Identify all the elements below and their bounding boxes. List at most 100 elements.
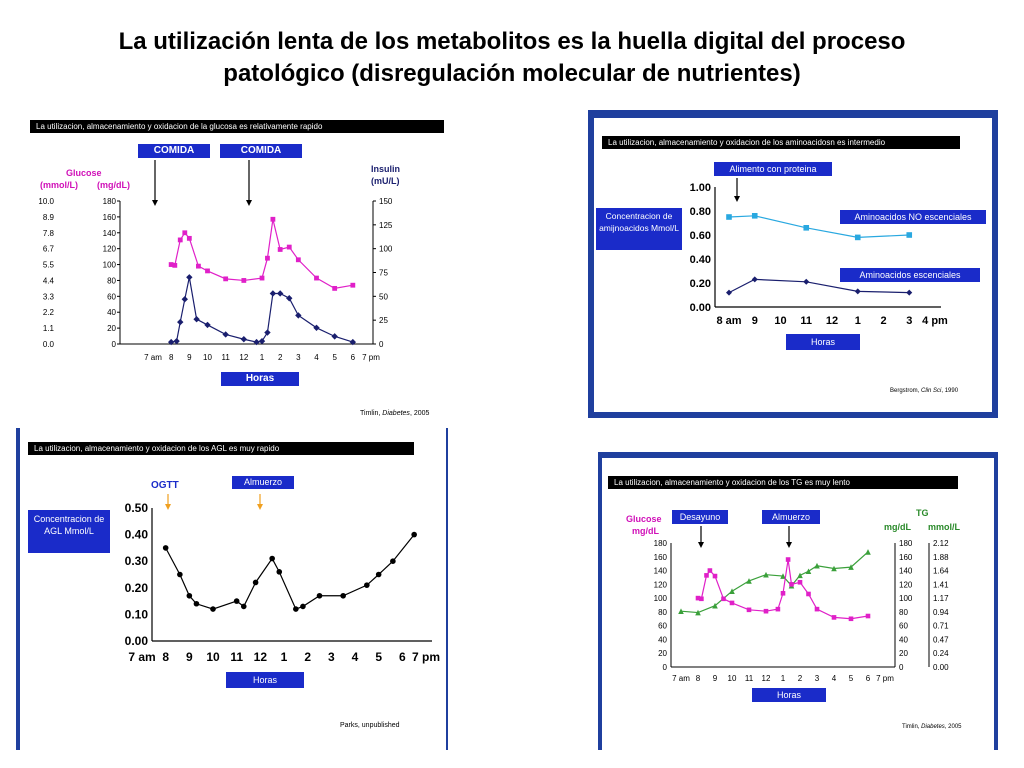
insulin-tick-label: 50 bbox=[379, 292, 388, 301]
tg-series-point bbox=[805, 568, 812, 575]
tg-mgdl-tick-label: 60 bbox=[899, 622, 908, 631]
tg-mgdl-unit: mg/dL bbox=[884, 522, 911, 532]
x-tick-label: 6 bbox=[399, 650, 406, 664]
agl-series-point bbox=[210, 606, 216, 612]
agl-series-point bbox=[293, 606, 299, 612]
glucose-series-point bbox=[721, 596, 726, 602]
mgdl-tick-label: 140 bbox=[103, 229, 117, 238]
glucose-series-point bbox=[182, 230, 188, 236]
insulin-tick-label: 150 bbox=[379, 197, 393, 206]
y-tick-label: 0.10 bbox=[125, 607, 149, 621]
x-tick-label: 11 bbox=[800, 315, 812, 327]
glucose-tick-label: 20 bbox=[658, 649, 667, 658]
x-tick-label: 3 bbox=[815, 674, 820, 683]
glucose-tick-label: 80 bbox=[658, 608, 667, 617]
tg-mgdl-tick-label: 180 bbox=[899, 539, 913, 548]
glucose-series-point bbox=[177, 237, 183, 243]
x-tick-label: 1 bbox=[781, 674, 786, 683]
mmol-tick-label: 10.0 bbox=[38, 197, 54, 206]
tg-mgdl-tick-label: 40 bbox=[899, 635, 908, 644]
agl-series-point bbox=[177, 571, 183, 578]
essential-series-point bbox=[854, 288, 861, 295]
tg-axis-label: TG bbox=[916, 508, 929, 518]
glucose-series-point bbox=[712, 573, 718, 579]
tg-mmol-tick-label: 0.47 bbox=[933, 635, 949, 644]
agl-series-point bbox=[390, 558, 396, 564]
y-tick-label: 1.00 bbox=[690, 182, 711, 194]
citation: Timlin, Diabetes, 2005 bbox=[902, 724, 962, 730]
tg-mmol-tick-label: 0.71 bbox=[933, 622, 949, 631]
insulin-series-point bbox=[222, 331, 229, 338]
insulin-series-point bbox=[253, 338, 260, 346]
tg-series-point bbox=[831, 565, 837, 572]
mmol-tick-label: 4.4 bbox=[43, 276, 55, 285]
glucose-series-point bbox=[775, 606, 781, 612]
ogtt-arrow-head bbox=[165, 504, 171, 510]
glucose-series-line bbox=[697, 559, 869, 620]
tg-series-point bbox=[780, 573, 786, 579]
glucose-tick-label: 100 bbox=[654, 594, 668, 603]
insulin-series-point bbox=[181, 295, 188, 303]
x-tick-label: 2 bbox=[278, 353, 283, 362]
glucose-series-point bbox=[186, 235, 192, 241]
aminoacids-chart: 1.000.800.600.400.200.008 am 9 10 11 12 1 2 3 4 … bbox=[690, 178, 948, 327]
glucose-series-point bbox=[763, 608, 769, 614]
glucose-tg-chart: 1801601401201008060402001801601401201008… bbox=[654, 526, 949, 683]
tg-mgdl-tick-label: 140 bbox=[899, 567, 913, 576]
horas-label: Horas bbox=[226, 672, 304, 688]
x-tick-label: 10 bbox=[206, 650, 220, 664]
tg-mgdl-tick-label: 80 bbox=[899, 608, 908, 617]
tg-mgdl-tick-label: 20 bbox=[899, 649, 908, 658]
y-tick-label: 0.60 bbox=[690, 230, 711, 242]
insulin-series-point bbox=[313, 324, 320, 331]
tg-mgdl-tick-label: 120 bbox=[899, 580, 913, 589]
almuerzo-arrow-head bbox=[786, 542, 792, 548]
tg-series-point bbox=[797, 572, 803, 579]
x-tick-label: 11 bbox=[222, 353, 231, 362]
horas-label: Horas bbox=[752, 688, 826, 702]
insulin-series-line bbox=[171, 277, 354, 343]
glucose-tick-label: 120 bbox=[654, 580, 668, 589]
non-essential-series-point bbox=[906, 232, 913, 238]
y-tick-label: 0.00 bbox=[690, 302, 711, 314]
glucose-tick-label: 40 bbox=[658, 635, 667, 644]
glucose-series-point bbox=[789, 582, 794, 587]
horas-label: Horas bbox=[786, 334, 860, 350]
mgdl-tick-label: 120 bbox=[103, 245, 117, 254]
glucose-series-point bbox=[277, 247, 283, 252]
x-tick-label: 8 am bbox=[716, 315, 741, 327]
tg-mgdl-tick-label: 160 bbox=[899, 553, 913, 562]
x-tick-label: 12 bbox=[762, 674, 771, 683]
y-tick-label: 0.50 bbox=[125, 501, 149, 515]
tg-series-point bbox=[746, 578, 752, 584]
almuerzo-arrow-head bbox=[257, 504, 263, 510]
agl-panel: La utilizacion, almacenamiento y oxidaci… bbox=[16, 428, 448, 750]
agl-series-point bbox=[375, 571, 382, 578]
aminoacids-title-bar: La utilizacion, almacenamiento y oxidaci… bbox=[602, 136, 960, 149]
glucose-tick-label: 140 bbox=[654, 567, 668, 576]
protein-meal-arrow-head bbox=[734, 196, 740, 202]
insulin-series-point bbox=[177, 318, 184, 326]
x-tick-label: 4 bbox=[832, 674, 837, 683]
y-tick-label: 0.80 bbox=[690, 206, 711, 218]
insulin-series-point bbox=[173, 337, 180, 345]
slide-title-line-1: La utilización lenta de los metabolitos … bbox=[118, 28, 906, 55]
tg-mgdl-tick-label: 0 bbox=[899, 663, 904, 672]
glucose-series-point bbox=[172, 262, 178, 268]
glucose-series-point bbox=[785, 557, 791, 562]
tg-series-point bbox=[814, 562, 820, 569]
x-tick-label: 8 bbox=[169, 353, 174, 362]
citation: Bergstrom, Clin Sci, 1990 bbox=[890, 388, 959, 394]
x-tick-label: 7 am bbox=[672, 674, 690, 683]
insulin-axis-label: Insulin bbox=[371, 164, 400, 174]
mgdl-tick-label: 40 bbox=[107, 308, 116, 317]
comida-marker-1: COMIDA bbox=[138, 144, 210, 158]
agl-series-point bbox=[240, 603, 247, 610]
y-tick-label: 0.20 bbox=[690, 278, 711, 290]
mgdl-tick-label: 80 bbox=[107, 276, 116, 285]
ogtt-marker: OGTT bbox=[151, 480, 179, 491]
tg-series-point bbox=[678, 608, 684, 614]
mgdl-tick-label: 0 bbox=[112, 340, 117, 349]
glucose-series-point bbox=[350, 282, 356, 288]
comida-arrow-1-head bbox=[152, 200, 158, 206]
